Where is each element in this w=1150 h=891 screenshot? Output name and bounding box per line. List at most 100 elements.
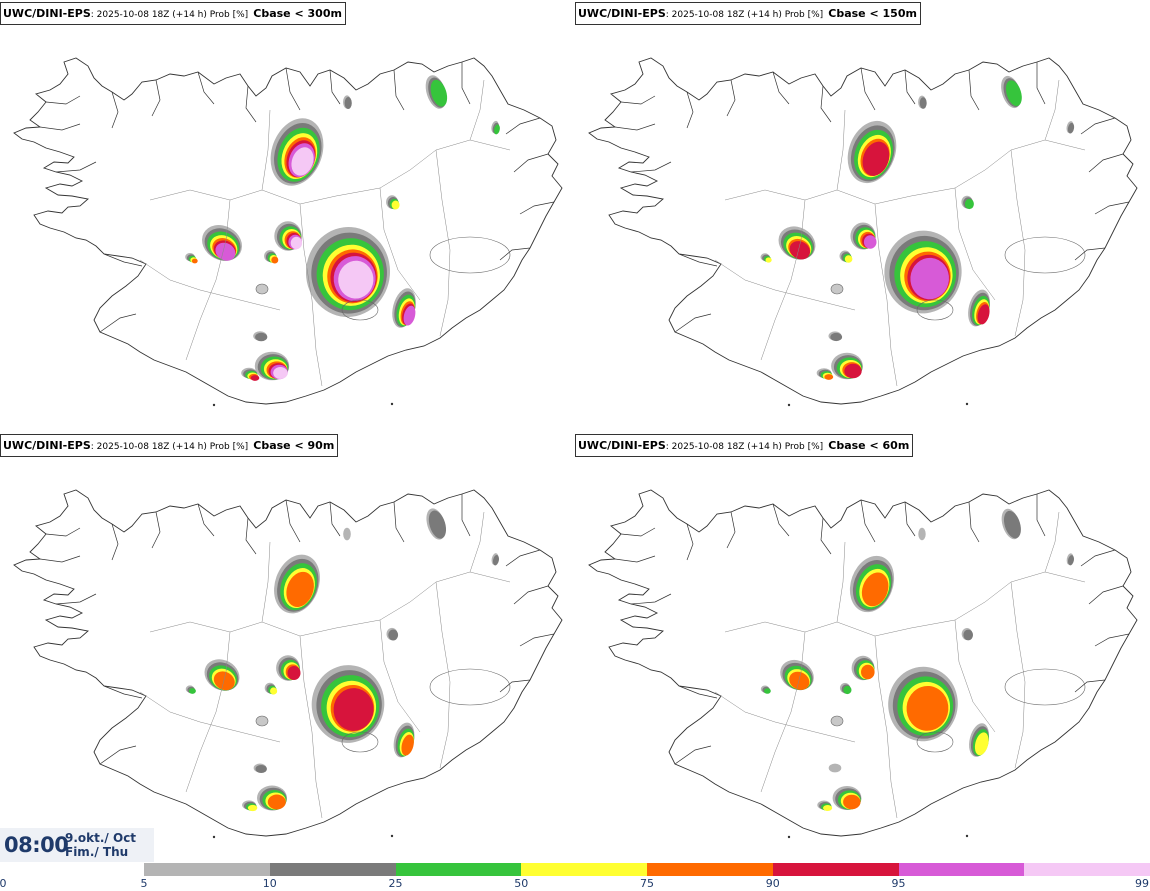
probability-area [393,722,415,758]
probability-band [765,257,772,263]
probability-area [202,225,242,261]
probability-area [425,75,448,109]
fjord-line [860,499,876,543]
probability-area [1066,121,1075,134]
boundary-line [1010,149,1026,337]
coastline [588,57,1138,405]
boundary-line [1010,581,1026,769]
run-info: 2025-10-08 18Z (+14 h) Prob [%] [671,442,824,452]
boundary-line [299,635,323,819]
district-boundaries [139,511,511,819]
probability-area [264,682,278,695]
lake-outlines [830,236,1086,321]
grey-patch [255,283,269,295]
fjord-line [614,123,656,131]
map-panel-60m: UWC/DINI-EPS: 2025-10-08 18Z (+14 h) Pro… [575,432,1150,870]
fjord-line [1088,585,1124,605]
fjord-line [45,527,81,537]
boundary-line [185,199,231,361]
boundary-line [836,109,846,191]
boundary-line [1044,511,1060,573]
grey-patch [830,715,844,727]
iceland-probability-map [13,489,563,839]
probability-area [851,655,875,681]
probability-area [491,553,500,566]
lake-outline [916,731,954,753]
probability-band [401,734,414,756]
probability-area [392,288,416,328]
probability-area [778,226,816,260]
fjord-line [968,69,980,111]
boundary-line [261,541,271,623]
fjord-line [904,69,916,105]
fjords [614,494,1130,765]
fjord-line [1080,117,1116,135]
fjord-line [678,685,718,699]
probability-band [290,236,303,250]
fjord-line [499,247,531,261]
lake-outline [1004,236,1086,274]
probability-area [839,250,853,263]
colorbar-segment [772,863,899,876]
fjord-line [519,633,555,647]
boundary-line [261,109,271,191]
fjord-line [499,679,531,693]
fjord-line [1036,494,1046,537]
fjord-line [1074,679,1106,693]
probability-band [271,256,279,264]
probability-contours [760,75,1075,380]
run-info: 2025-10-08 18Z (+14 h) Prob [%] [96,10,249,20]
probability-area [832,786,862,810]
map-panel-150m: UWC/DINI-EPS: 2025-10-08 18Z (+14 h) Pro… [575,0,1150,438]
fjord-line [820,517,832,555]
probability-band [830,332,843,342]
fjord-line [820,85,832,123]
fjord-line [505,549,541,567]
probability-band [388,629,399,641]
colorbar-segment [144,863,271,876]
fjord-line [1094,633,1130,647]
fjord-line [620,95,656,105]
probability-area [185,685,196,694]
boundary-line [379,619,421,733]
probability-area [850,222,877,250]
probability-area [828,331,843,342]
model-label: UWC/DINI-EPS [3,7,91,20]
island [965,402,969,406]
colorbar-segment [647,863,774,876]
probability-band [843,685,852,695]
probability-band [255,332,268,342]
colorbar-tick-label: 25 [388,877,403,890]
probability-band [286,571,314,607]
fjord-line [111,523,119,561]
lake-outline [341,299,379,321]
colorbar-tick-label: 75 [640,877,654,890]
probability-band [333,688,374,731]
probability-area [760,685,771,694]
probability-band [1067,555,1075,566]
fjord-line [674,745,712,765]
probability-area [1001,75,1022,109]
boundary-line [299,203,323,387]
probability-area [386,195,400,210]
boundary-line [954,619,996,733]
probability-area [831,352,863,380]
fjord-line [103,685,143,699]
run-info: 2025-10-08 18Z (+14 h) Prob [%] [96,442,249,452]
probability-area [274,554,320,614]
colorbar-tick-label: 0 [0,877,7,890]
fjord-line [285,499,301,543]
island [212,835,216,839]
fjord-line [968,501,980,543]
fjord-line [726,511,736,549]
fjord-line [614,555,656,563]
probability-band [789,671,810,690]
fjord-line [245,517,257,555]
lake-outline [429,236,511,274]
probability-band [906,685,949,731]
fjord-line [686,91,694,129]
grey-patch [830,283,844,295]
colorbar-tick-label: 10 [262,877,277,890]
probability-band [250,375,260,381]
probability-contours [185,75,500,381]
